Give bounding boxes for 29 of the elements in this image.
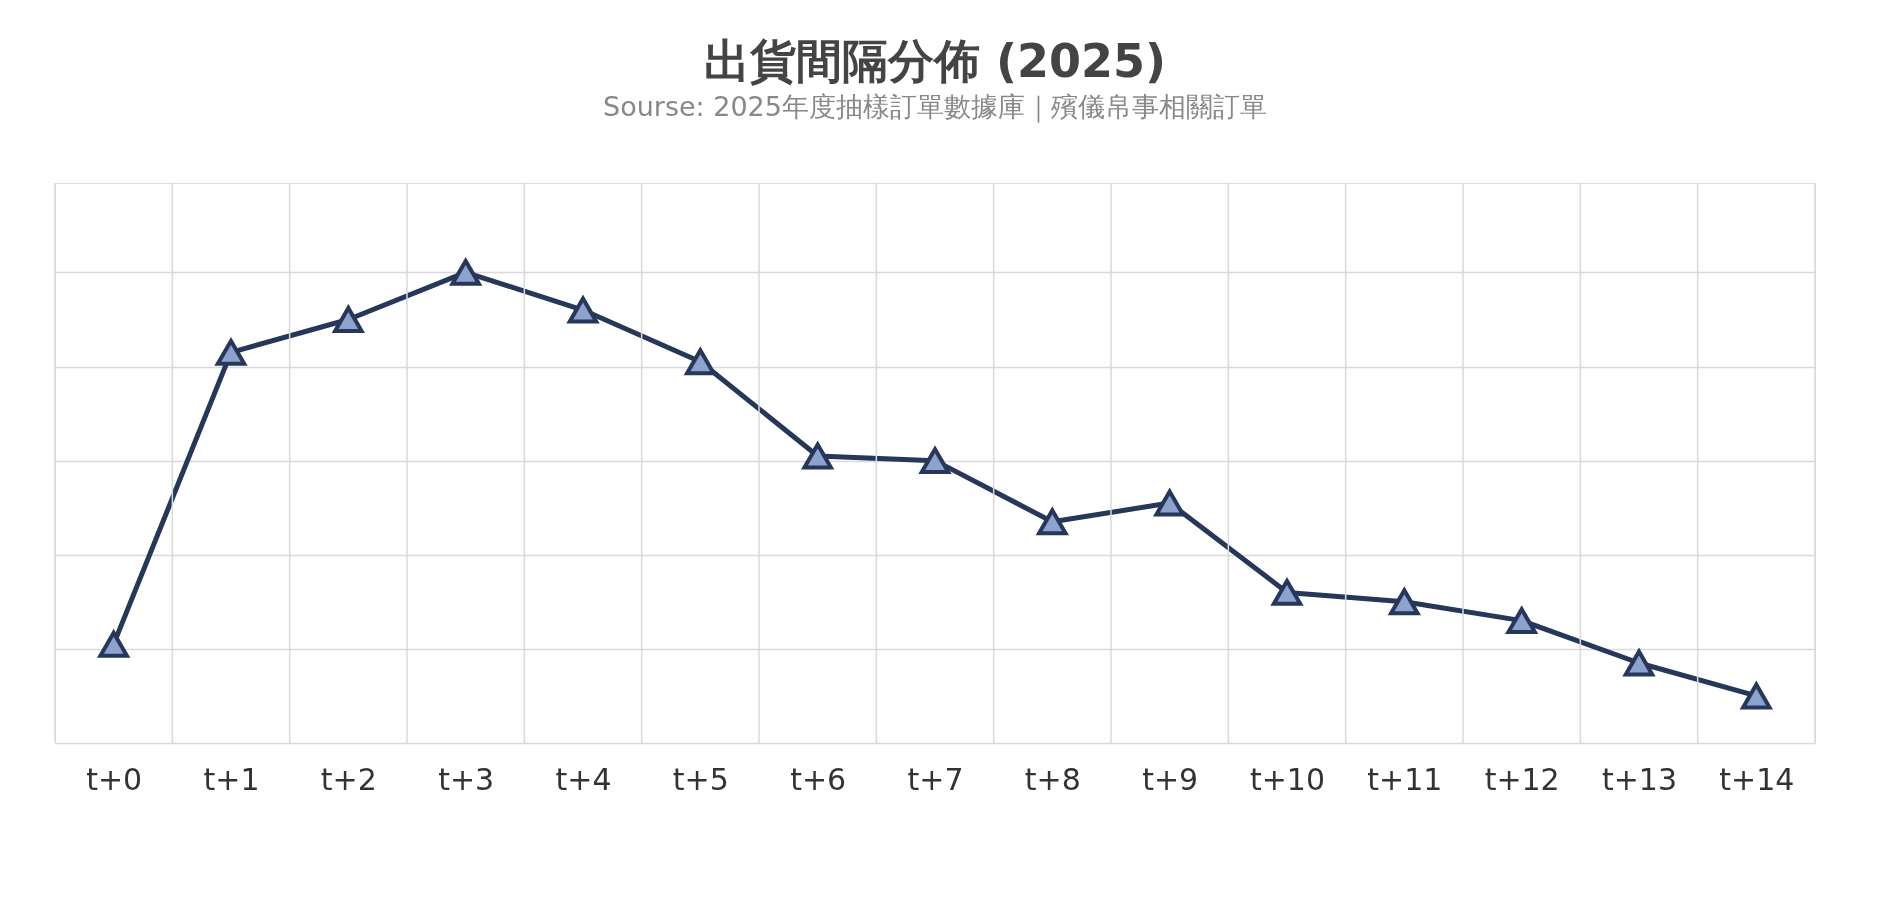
x-tick-label: t+13 bbox=[1601, 761, 1678, 797]
point bbox=[333, 306, 364, 333]
x-tick-label: t+9 bbox=[1142, 761, 1199, 797]
x-tick-label: t+8 bbox=[1024, 761, 1081, 797]
x-tick-label: t+14 bbox=[1719, 761, 1795, 797]
point bbox=[1506, 607, 1537, 635]
x-tick-label: t+12 bbox=[1484, 761, 1560, 797]
x-tick-label: t+11 bbox=[1367, 761, 1443, 797]
x-tick-label: t+4 bbox=[555, 761, 612, 797]
point bbox=[450, 258, 481, 286]
point bbox=[1271, 578, 1303, 606]
x-tick-label: t+2 bbox=[320, 761, 377, 797]
point bbox=[802, 442, 833, 470]
x-tick-label: t+5 bbox=[672, 761, 729, 797]
x-tick-label: t+7 bbox=[907, 761, 964, 797]
x-tick-label: t+1 bbox=[203, 761, 260, 797]
x-tick-label: t+10 bbox=[1249, 761, 1326, 797]
chart-title: 出貨間隔分佈 (2025) bbox=[703, 34, 1167, 89]
x-tick-label: t+3 bbox=[438, 761, 495, 797]
x-tick-label: t+6 bbox=[790, 761, 847, 797]
point bbox=[1153, 487, 1185, 517]
point bbox=[1741, 682, 1772, 710]
point bbox=[685, 348, 716, 376]
x-tick-label: t+0 bbox=[86, 761, 143, 797]
point bbox=[215, 338, 247, 366]
point bbox=[919, 447, 951, 475]
point bbox=[1037, 508, 1068, 536]
chart-subtitle: Sourse: 2025年度抽樣訂單數據庫｜殯儀帛事相關訂單 bbox=[603, 91, 1267, 124]
point bbox=[1389, 588, 1420, 616]
